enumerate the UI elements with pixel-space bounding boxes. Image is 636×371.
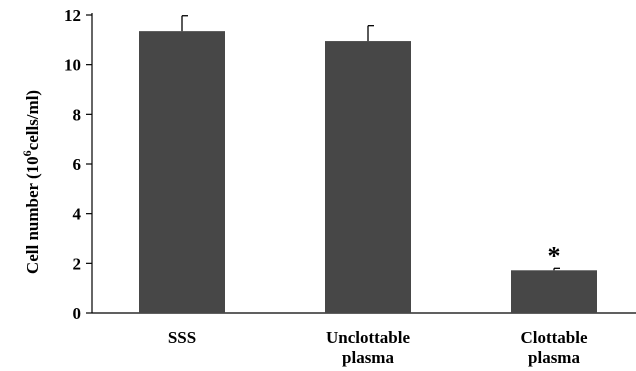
x-category-label: SSS	[168, 328, 196, 347]
bars	[139, 31, 597, 314]
bar	[511, 270, 597, 313]
y-axis-label: Cell number (106cells/ml)	[20, 90, 42, 274]
y-tick-label: 0	[73, 304, 82, 323]
x-category-label: Unclottable	[326, 328, 411, 347]
y-axis-label-prefix: Cell number (10	[23, 156, 42, 274]
y-axis-label-superscript: 6	[20, 150, 34, 156]
y-tick-label: 8	[73, 105, 82, 124]
y-axis-label-text: Cell number (106cells/ml)	[20, 90, 42, 274]
x-category-label: Clottable	[520, 328, 588, 347]
bar	[325, 41, 411, 313]
x-category-label: plasma	[528, 348, 580, 367]
annotations: *	[548, 241, 561, 270]
bar	[139, 31, 225, 314]
error-bars	[181, 15, 560, 271]
y-tick-label: 4	[73, 205, 82, 224]
y-tick-label: 6	[73, 155, 82, 174]
y-axis-ticks: 0 2 4 6 8 10 12	[64, 6, 92, 323]
y-axis-label-suffix: cells/ml)	[23, 90, 42, 150]
significance-asterisk: *	[548, 241, 561, 270]
y-tick-label: 2	[73, 254, 82, 273]
y-tick-label: 12	[64, 6, 81, 25]
x-category-label: plasma	[342, 348, 394, 367]
y-tick-label: 10	[64, 56, 81, 75]
